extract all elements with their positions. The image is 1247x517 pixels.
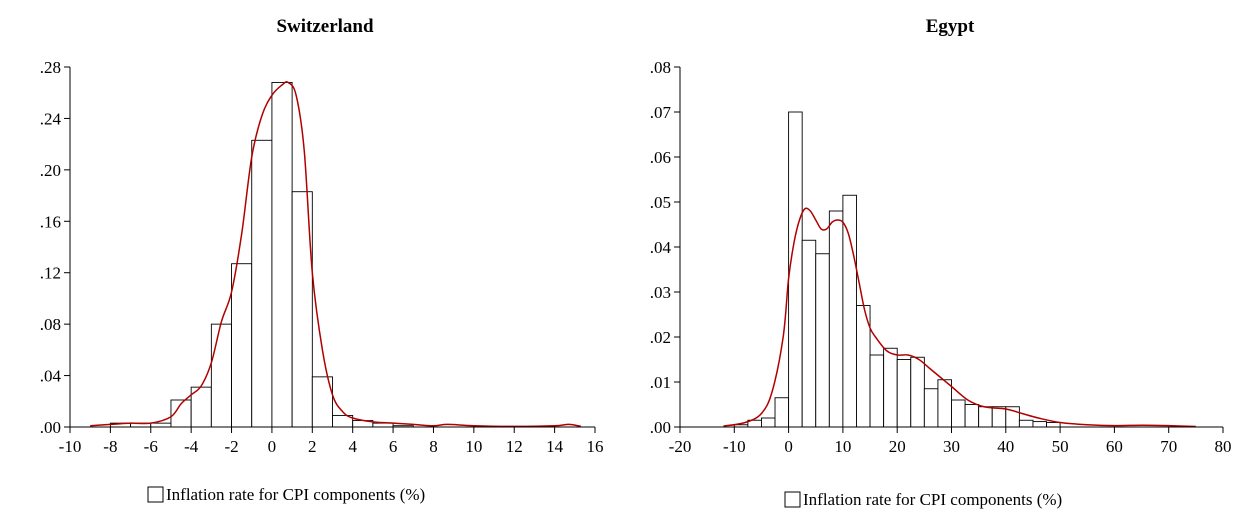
histogram-bar (761, 417, 776, 428)
x-tick-label: -4 (184, 437, 199, 456)
y-tick-label: .02 (650, 328, 671, 347)
chart-title: Egypt (926, 16, 975, 37)
axes: .00 .01 .02 .03 .04 .05 .06 .07 .08 -20 -10 0 10 20 30… (650, 58, 1232, 456)
x-tick-label: 40 (997, 437, 1014, 456)
y-tick-label: .01 (650, 373, 671, 392)
y-tick-label: .12 (40, 264, 61, 283)
x-tick-label: 30 (943, 437, 960, 456)
y-tick-label: .04 (650, 238, 672, 257)
y-tick-label: .16 (40, 212, 61, 231)
histogram-bar (1046, 422, 1061, 428)
x-tick-label: 14 (546, 437, 564, 456)
histogram-bar (978, 406, 993, 428)
histogram-panel-switzerland: Switzerland .00 .04 .08 .12 .16 .20 .24 .28 -10 -… (40, 16, 604, 504)
x-tick-label: 80 (1215, 437, 1232, 456)
y-tick-label: .03 (650, 283, 671, 302)
y-tick-label: .07 (650, 103, 672, 122)
x-tick-label: 10 (465, 437, 482, 456)
histogram-bar (869, 354, 885, 428)
histogram-bar (801, 239, 817, 428)
legend-label: Inflation rate for CPI components (%) (166, 485, 425, 504)
histogram-bar (937, 379, 952, 428)
y-tick-label: .24 (40, 109, 62, 128)
legend-label: Inflation rate for CPI components (%) (803, 490, 1062, 509)
chart-title: Switzerland (276, 16, 374, 37)
y-tick-label: .00 (650, 418, 671, 437)
legend-swatch (784, 491, 801, 508)
histogram-bar (896, 359, 912, 428)
x-tick-label: 20 (889, 437, 906, 456)
histogram-bar (150, 422, 172, 428)
histogram-bar (991, 406, 1007, 428)
x-tick-label: 2 (308, 437, 317, 456)
histogram-bar (774, 397, 790, 428)
x-tick-label: 10 (834, 437, 851, 456)
legend-swatch (147, 486, 164, 503)
x-tick-label: -8 (103, 437, 117, 456)
axes: .00 .04 .08 .12 .16 .20 .24 .28 -10 -8 -6 -4 -2 0 2 4 6 8… (40, 58, 604, 456)
y-tick-label: .20 (40, 161, 61, 180)
histogram-bar (251, 139, 273, 428)
bar-group (109, 81, 414, 428)
histogram-panel-egypt: Egypt .00 .01 .02 .03 .04 .05 .06 .07 .08 -20 -10 0… (650, 16, 1232, 509)
histogram-bar (815, 253, 830, 428)
legend: Inflation rate for CPI components (%) (147, 485, 425, 504)
y-tick-label: .04 (40, 367, 62, 386)
x-tick-label: 12 (506, 437, 523, 456)
y-tick-label: .08 (650, 58, 671, 77)
y-tick-label: .08 (40, 315, 61, 334)
histogram-bar (210, 323, 232, 428)
histogram-bar (1032, 421, 1047, 428)
x-tick-label: 70 (1160, 437, 1177, 456)
y-tick-label: .05 (650, 193, 671, 212)
histogram-bar (828, 210, 844, 428)
y-tick-label: .00 (40, 418, 61, 437)
x-tick-label: 0 (784, 437, 793, 456)
x-tick-label: 60 (1106, 437, 1123, 456)
histogram-bar (1018, 419, 1034, 428)
bar-group (733, 111, 1061, 428)
y-tick-label: .06 (650, 148, 671, 167)
histogram-bar (788, 111, 803, 428)
histogram-bar (271, 81, 293, 428)
x-tick-label: -2 (224, 437, 238, 456)
histogram-bar (231, 263, 253, 428)
x-tick-label: -10 (59, 437, 82, 456)
y-tick-label: .28 (40, 58, 61, 77)
x-tick-label: -6 (144, 437, 158, 456)
histogram-bar (923, 388, 939, 428)
histogram-bar (964, 404, 980, 428)
x-tick-label: 6 (389, 437, 398, 456)
histogram-bar (951, 399, 966, 428)
histogram-bar (910, 356, 925, 428)
x-tick-label: 16 (587, 437, 604, 456)
x-tick-label: -20 (669, 437, 692, 456)
x-tick-label: 50 (1052, 437, 1069, 456)
x-tick-label: 0 (268, 437, 277, 456)
histogram-bar (842, 194, 857, 428)
density-curve (723, 207, 1196, 428)
density-curve (90, 81, 582, 428)
x-tick-label: 4 (348, 437, 357, 456)
legend: Inflation rate for CPI components (%) (784, 490, 1062, 509)
x-tick-label: 8 (429, 437, 438, 456)
x-tick-label: -10 (723, 437, 746, 456)
histogram-bar (883, 347, 898, 428)
